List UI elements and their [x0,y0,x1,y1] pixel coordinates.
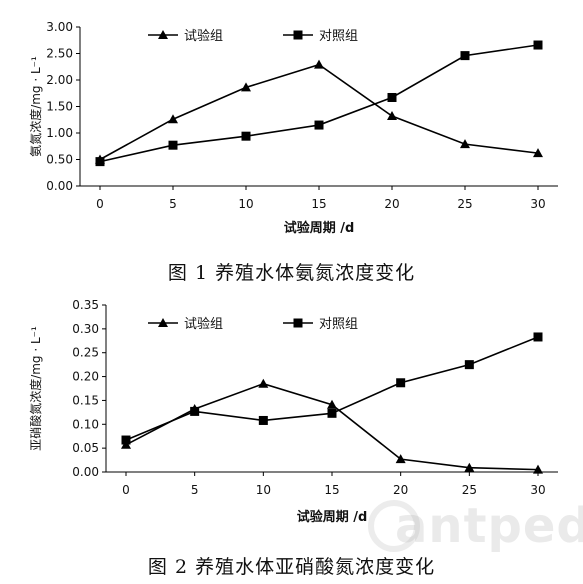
series-line-square [125,336,539,441]
y-tick-label: 0.10 [72,417,99,431]
legend-triangle-icon [158,30,168,39]
y-tick-label: 0.25 [72,346,99,360]
legend-label: 对照组 [319,317,358,332]
series-line-triangle [99,63,539,161]
y-tick-label: 0.30 [72,322,99,336]
y-tick-label: 1.00 [46,126,73,140]
y-tick-label: 1.50 [46,100,73,114]
square-point [168,140,178,150]
legend-triangle-icon [158,318,168,327]
triangle-point [387,111,397,121]
y-tick-label: 3.00 [46,20,73,34]
triangle-point [327,399,337,409]
x-tick-label: 10 [238,197,253,211]
x-tick-label: 30 [530,483,545,497]
watermark-logo-icon [368,500,420,552]
x-tick-label: 5 [169,197,177,211]
y-tick-label: 2.50 [46,47,73,61]
ammonia-chart: 0.00 0.50 1.00 1.50 2.00 2.50 3.00 0 5 10 15 20 25 30… [28,20,558,236]
x-tick-label: 20 [384,197,399,211]
x-tick-label: 25 [457,197,472,211]
x-axis-label: 试验周期 /d [284,220,355,236]
y-tick-label: 0.00 [46,179,73,193]
x-tick-label: 5 [191,483,199,497]
chart1-caption: 图 1 养殖水体氨氮浓度变化 [167,262,416,284]
x-axis-label: 试验周期 /d [297,509,368,525]
y-axis-label: 氨氮浓度/mg · L⁻¹ [28,56,43,157]
square-point [533,332,543,342]
x-tick-label: 15 [311,197,326,211]
square-point [464,360,474,370]
chart2-caption: 图 2 养殖水体亚硝酸氮浓度变化 [147,556,436,578]
legend-square-icon [293,30,303,40]
series-line-triangle [125,382,539,471]
square-point [396,378,406,388]
square-point [190,406,200,416]
x-tick-label: 15 [324,483,339,497]
y-axis-label: 亚硝酸氮浓度/mg · L⁻¹ [28,326,43,451]
triangle-point [258,378,269,388]
y-tick-label: 0.35 [72,298,99,312]
triangle-point [314,59,324,69]
square-point [460,51,470,61]
legend-label: 试验组 [184,28,223,44]
square-point [387,92,397,102]
triangle-point [533,464,543,474]
square-point [314,120,324,130]
y-tick-label: 2.00 [46,73,73,87]
square-point [241,131,251,141]
x-tick-label: 30 [530,197,545,211]
triangle-point [460,139,470,149]
square-point [533,40,543,50]
triangle-point [241,82,251,92]
x-tick-label: 25 [462,483,477,497]
square-point [258,415,268,425]
y-tick-label: 0.20 [72,370,99,384]
triangle-point [168,114,178,124]
square-point [327,408,337,418]
x-tick-label: 10 [256,483,271,497]
triangle-point [395,454,406,464]
legend-square-icon [293,318,303,328]
square-point [95,157,105,167]
y-tick-label: 0.15 [72,393,99,407]
x-tick-label: 20 [393,483,408,497]
nitrite-chart: 0.00 0.05 0.10 0.15 0.20 0.25 0.30 0.35 0 5 10 15 20… [28,298,558,525]
square-point [121,435,131,445]
triangle-point [464,462,475,472]
legend-label: 试验组 [184,316,223,332]
watermark-text: antpedia [395,498,583,554]
y-tick-label: 0.05 [72,441,99,455]
y-tick-label: 0.50 [46,153,73,167]
triangle-point [533,148,543,158]
x-tick-label: 0 [96,197,104,211]
y-tick-label: 0.00 [72,465,99,479]
x-tick-label: 0 [122,483,130,497]
legend-label: 对照组 [319,29,358,44]
